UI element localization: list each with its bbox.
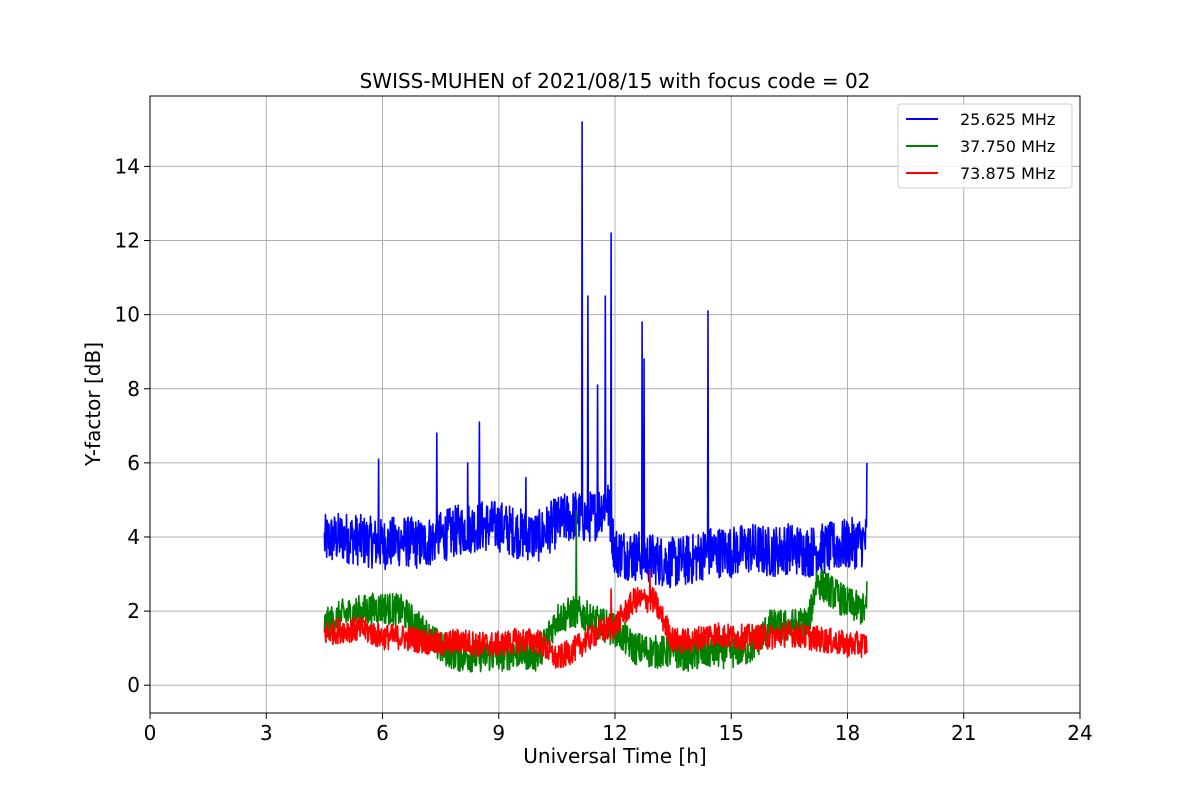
- x-tick-label: 18: [835, 721, 860, 745]
- series-line-1: [323, 121, 868, 589]
- x-tick-label: 12: [602, 721, 627, 745]
- y-axis-label: Y-factor [dB]: [81, 342, 105, 467]
- x-axis-label: Universal Time [h]: [523, 744, 706, 768]
- y-tick-label: 6: [127, 451, 140, 475]
- y-tick-label: 2: [127, 599, 140, 623]
- series-line-3: [323, 569, 868, 669]
- x-tick-label: 21: [951, 721, 976, 745]
- legend-label-2: 37.750 MHz: [960, 137, 1055, 156]
- x-tick-label: 6: [376, 721, 389, 745]
- y-tick-label: 12: [115, 229, 140, 253]
- series-layer: [323, 121, 868, 673]
- y-tick-label: 0: [127, 673, 140, 697]
- x-tick-label: 15: [719, 721, 744, 745]
- x-tick-label: 9: [492, 721, 505, 745]
- legend-label-1: 25.625 MHz: [960, 110, 1055, 129]
- legend: 25.625 MHz 37.750 MHz 73.875 MHz: [897, 103, 1073, 189]
- x-tick-label: 24: [1067, 721, 1092, 745]
- y-tick-label: 8: [127, 377, 140, 401]
- legend-box: [897, 103, 1073, 189]
- chart-title: SWISS-MUHEN of 2021/08/15 with focus cod…: [360, 69, 871, 93]
- x-tick-label: 3: [260, 721, 273, 745]
- x-tick-label: 0: [144, 721, 157, 745]
- y-tick-label: 4: [127, 525, 140, 549]
- y-tick-label: 10: [115, 303, 140, 327]
- legend-label-3: 73.875 MHz: [960, 164, 1055, 183]
- y-tick-label: 14: [115, 154, 140, 178]
